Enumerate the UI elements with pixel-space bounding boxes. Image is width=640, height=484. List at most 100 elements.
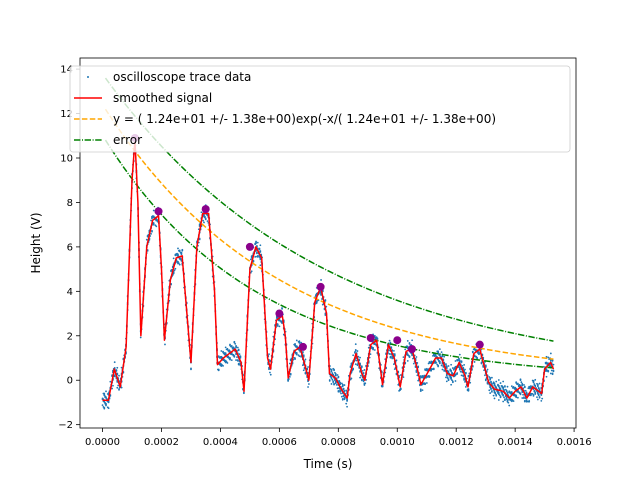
legend-label: oscilloscope trace data <box>113 70 251 84</box>
trace-point <box>235 359 237 361</box>
trace-point <box>229 356 231 359</box>
trace-point <box>235 344 237 347</box>
trace-point <box>358 358 361 361</box>
trace-point <box>238 353 241 356</box>
trace-point <box>447 365 450 367</box>
trace-point <box>417 365 420 368</box>
trace-point <box>458 367 461 369</box>
trace-point <box>473 361 476 363</box>
trace-point <box>497 391 500 394</box>
y-axis-label: Height (V) <box>29 212 43 273</box>
trace-point <box>230 359 233 362</box>
trace-point <box>373 349 376 351</box>
trace-point <box>497 399 500 401</box>
trace-point <box>341 398 344 400</box>
trace-point <box>360 378 363 381</box>
plot-area <box>101 77 555 410</box>
trace-point <box>443 355 446 358</box>
trace-point <box>408 342 411 344</box>
trace-point <box>446 376 449 379</box>
trace-point <box>502 400 505 403</box>
legend-label: y = ( 1.24e+01 +/- 1.38e+00)exp(-x/( 1.2… <box>113 112 496 126</box>
trace-point <box>458 359 461 362</box>
trace-point <box>256 241 259 244</box>
trace-point <box>404 348 407 351</box>
trace-point <box>440 364 443 367</box>
trace-point <box>506 399 509 401</box>
trace-point <box>217 368 220 371</box>
trace-point <box>204 217 207 220</box>
fit-line <box>104 108 554 360</box>
trace-point <box>463 363 466 366</box>
trace-point <box>331 378 334 381</box>
trace-point <box>523 399 526 402</box>
peak-marker <box>298 342 307 351</box>
trace-point <box>288 362 291 365</box>
trace-point <box>445 376 447 379</box>
trace-point <box>463 377 466 380</box>
trace-point <box>499 395 502 398</box>
trace-point <box>450 376 453 379</box>
trace-point <box>259 264 262 267</box>
x-axis-label: Time (s) <box>303 457 353 471</box>
trace-point <box>412 362 415 365</box>
trace-point <box>342 394 345 397</box>
trace-point <box>294 357 296 360</box>
trace-point <box>289 372 292 375</box>
trace-point <box>359 376 361 379</box>
trace-point <box>112 384 114 387</box>
trace-point <box>150 232 153 235</box>
trace-point <box>501 391 504 394</box>
trace-point <box>269 373 272 376</box>
trace-point <box>174 267 177 270</box>
trace-point <box>495 380 498 383</box>
trace-point <box>330 383 333 385</box>
trace-point <box>507 401 510 404</box>
trace-point <box>406 353 409 356</box>
peak-marker <box>393 336 402 345</box>
trace-point <box>308 383 310 385</box>
trace-point <box>341 383 344 386</box>
trace-point <box>459 370 462 373</box>
trace-point <box>406 360 409 362</box>
trace-point <box>524 389 527 392</box>
trace-point <box>258 247 261 250</box>
trace-point <box>352 354 355 357</box>
trace-point <box>226 347 229 350</box>
trace-point <box>330 376 333 379</box>
trace-point <box>328 379 331 381</box>
trace-point <box>445 363 447 365</box>
trace-point <box>419 388 422 391</box>
trace-point <box>206 220 209 223</box>
y-tick-label: 2 <box>67 331 73 342</box>
trace-point <box>362 371 365 374</box>
trace-point <box>295 339 298 342</box>
trace-point <box>434 360 437 363</box>
trace-point <box>538 388 541 391</box>
trace-point <box>336 374 339 376</box>
trace-point <box>278 325 281 328</box>
x-tick-label: 0.0016 <box>557 437 592 448</box>
trace-point <box>115 369 118 371</box>
trace-point <box>510 385 513 388</box>
trace-point <box>523 383 525 386</box>
y-tick-label: 12 <box>60 109 73 120</box>
trace-point <box>549 372 552 375</box>
trace-point <box>441 368 444 371</box>
trace-point <box>337 375 340 378</box>
trace-point <box>461 364 464 367</box>
trace-point <box>460 360 463 363</box>
trace-point <box>550 369 553 372</box>
peak-marker <box>316 282 325 291</box>
trace-point <box>435 361 438 364</box>
trace-point <box>230 345 233 347</box>
trace-point <box>116 386 119 389</box>
trace-point <box>424 382 427 385</box>
trace-point <box>229 343 231 346</box>
trace-point <box>536 398 539 401</box>
trace-point <box>152 222 155 224</box>
trace-point <box>332 380 335 383</box>
trace-point <box>250 270 253 273</box>
trace-point <box>447 378 450 381</box>
trace-point <box>504 398 506 401</box>
